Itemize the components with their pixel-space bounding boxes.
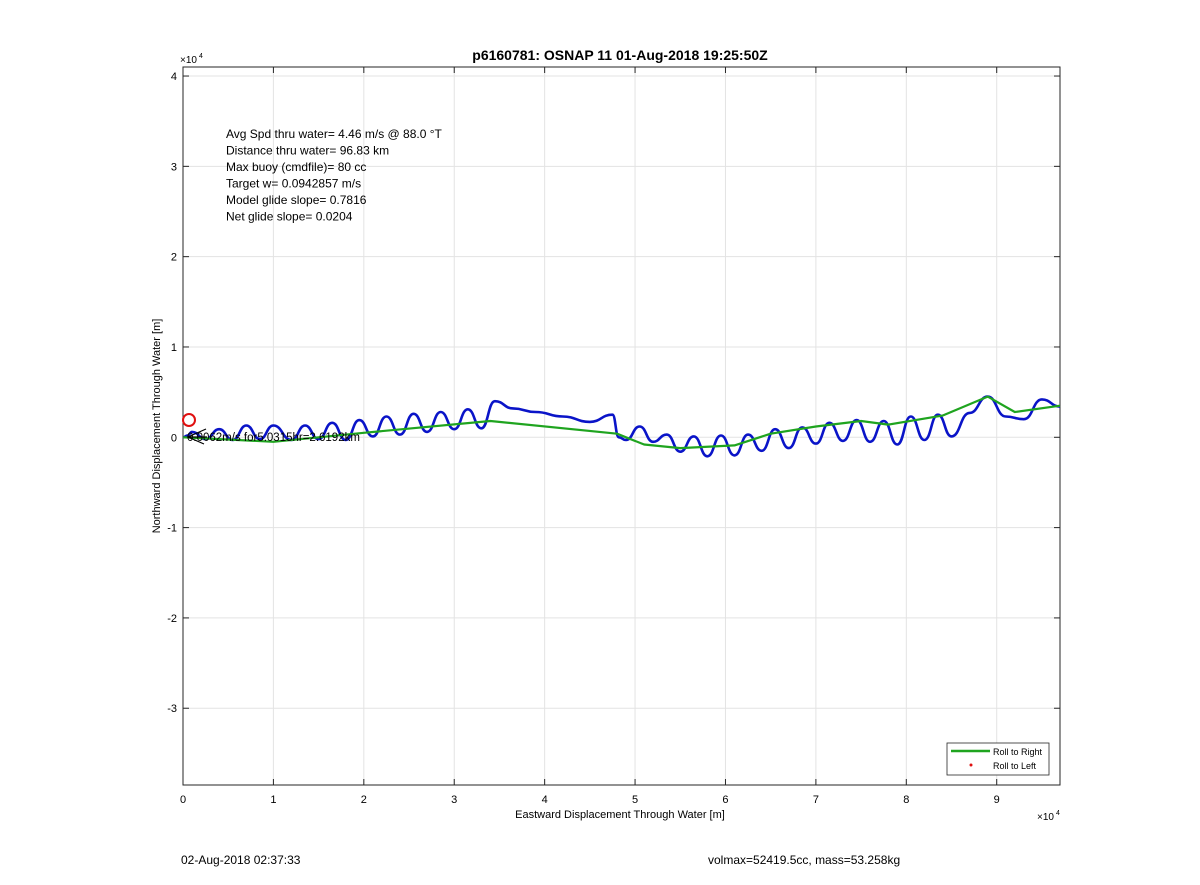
- footer-volmax: volmax=52419.5cc, mass=53.258kg: [708, 853, 901, 867]
- legend-swatch-roll-left: [969, 763, 973, 767]
- stats-annotation: Avg Spd thru water= 4.46 m/s @ 88.0 °T Di…: [226, 127, 443, 224]
- start-label: 0.0062m/s for5.0315hr=2.6192km: [187, 432, 360, 444]
- y-tick-label: 2: [171, 252, 177, 264]
- svg-text:×10: ×10: [180, 55, 197, 66]
- series-layer: [182, 395, 1061, 458]
- footer-timestamp: 02-Aug-2018 02:37:33: [181, 853, 301, 867]
- y-tick-label: 1: [171, 342, 177, 354]
- stats-line: Distance thru water= 96.83 km: [226, 144, 389, 158]
- y-tick-label: 4: [171, 71, 177, 83]
- svg-text:4: 4: [1056, 810, 1060, 817]
- y-multiplier: ×10 4: [180, 53, 203, 66]
- y-axis-label: Northward Displacement Through Water [m]: [151, 319, 163, 534]
- y-tick-label: 0: [171, 432, 177, 444]
- x-tick-label: 4: [542, 794, 548, 806]
- y-tick-label: -3: [167, 703, 177, 715]
- legend: Roll to Right Roll to Left: [946, 742, 1050, 776]
- x-tick-label: 8: [903, 794, 909, 806]
- x-multiplier: ×10 4: [1037, 810, 1060, 823]
- x-axis-label: Eastward Displacement Through Water [m]: [515, 809, 725, 821]
- stats-line: Net glide slope= 0.0204: [226, 210, 353, 224]
- x-tick-label: 3: [451, 794, 457, 806]
- start-arrow-icon: [186, 428, 207, 445]
- start-marker: [182, 413, 196, 427]
- chart-title: p6160781: OSNAP 11 01-Aug-2018 19:25:50Z: [472, 47, 768, 63]
- legend-label-roll-right: Roll to Right: [993, 747, 1043, 757]
- y-axis-ticks: 4 3 2 1 0 -1 -2 -3: [167, 71, 1060, 715]
- x-axis-ticks: 0 1 2 3 4 5 6 7 8 9: [180, 67, 1000, 806]
- series-line-roll-to-right: [182, 395, 1061, 450]
- plot-area: [182, 66, 1061, 786]
- y-tick-label: 3: [171, 161, 177, 173]
- stats-line: Target w= 0.0942857 m/s: [226, 177, 361, 191]
- series-line-trajectory: [182, 395, 1061, 458]
- x-tick-label: 9: [994, 794, 1000, 806]
- x-tick-label: 7: [813, 794, 819, 806]
- grid: [182, 67, 1060, 785]
- legend-label-roll-left: Roll to Left: [993, 761, 1037, 771]
- x-tick-label: 0: [180, 794, 186, 806]
- stats-line: Avg Spd thru water= 4.46 m/s @ 88.0 °T: [226, 127, 443, 141]
- stats-line: Max buoy (cmdfile)= 80 cc: [226, 160, 366, 174]
- svg-text:×10: ×10: [1037, 812, 1054, 823]
- x-tick-label: 6: [722, 794, 728, 806]
- x-tick-label: 2: [361, 794, 367, 806]
- x-tick-label: 5: [632, 794, 638, 806]
- y-tick-label: -2: [167, 613, 177, 625]
- x-tick-label: 1: [270, 794, 276, 806]
- svg-text:4: 4: [199, 53, 203, 60]
- stats-line: Model glide slope= 0.7816: [226, 193, 367, 207]
- y-tick-label: -1: [167, 523, 177, 535]
